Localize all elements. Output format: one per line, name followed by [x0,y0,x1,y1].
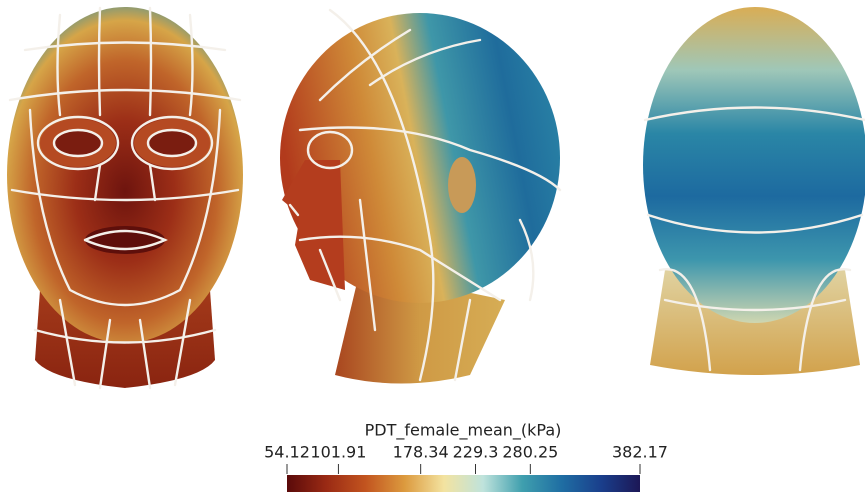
tick-label: 54.12 [264,443,310,462]
colorbar-title: PDT_female_mean_(kPa) [365,421,562,441]
tick-label: 280.25 [502,443,558,462]
tick-label: 382.17 [612,443,668,462]
tick-label: 229.3 [453,443,499,462]
tick-label: 178.34 [393,443,449,462]
head-back [643,7,865,375]
colorbar-scale [287,475,640,492]
tick-label: 101.91 [310,443,366,462]
head-side [280,8,562,384]
colorbar: PDT_female_mean_(kPa) 54.12 101.91 178.34 2… [264,421,668,492]
head-front [7,6,243,390]
